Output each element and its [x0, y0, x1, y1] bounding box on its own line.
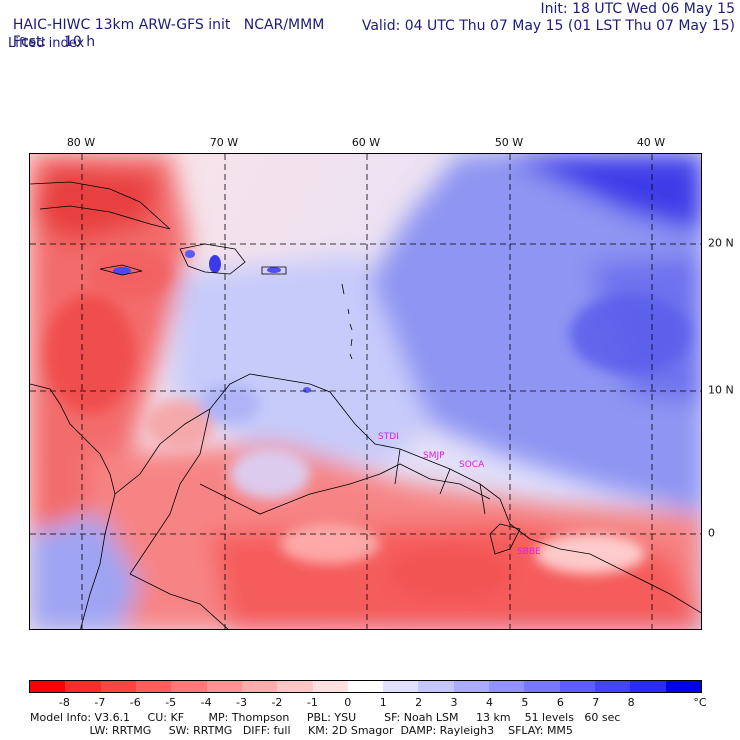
- colorbar-tick-label: 2: [415, 696, 423, 709]
- colorbar-tick-label: 1: [379, 696, 387, 709]
- station-soca: SOCA: [459, 460, 485, 470]
- colorbar: [29, 680, 702, 693]
- colorbar-swatch: [241, 681, 278, 692]
- blob-1: [45, 294, 135, 414]
- lon-label-60w: 60 W: [351, 136, 381, 149]
- station-smjp: SMJP: [423, 451, 445, 461]
- forecast-hour: Fcst: 10 h: [4, 18, 95, 50]
- colorbar-unit: °C: [693, 696, 707, 709]
- colorbar-tick-label: 8: [627, 696, 635, 709]
- coast-south-america-west: [80, 533, 106, 629]
- blob-3: [230, 449, 310, 499]
- coastlines: [30, 181, 701, 629]
- coast-jamaica: [99, 264, 143, 276]
- colorbar-tick-label: 6: [556, 696, 564, 709]
- spot-venezuela: [303, 387, 311, 393]
- fcst-label: Fcst:: [12, 34, 47, 50]
- colorbar-swatch: [135, 681, 172, 692]
- coast-lesser-antilles: [341, 283, 353, 360]
- border-venezuela-colombia: [129, 408, 211, 575]
- colorbar-tick-label: 5: [521, 696, 529, 709]
- colorbar-swatch: [524, 681, 560, 692]
- blob-4: [280, 524, 380, 564]
- colorbar-tick-label: 0: [344, 696, 352, 709]
- spot-puerto-rico: [267, 267, 281, 273]
- field-name: Lifted index: [8, 36, 85, 51]
- colorbar-swatch: [453, 681, 490, 692]
- lon-label-80w: 80 W: [66, 136, 96, 149]
- blob-5: [390, 549, 510, 599]
- latlon-grid: [30, 154, 701, 629]
- lat-label-0: 0: [708, 526, 715, 540]
- model-info-line1: Model Info: V3.6.1 CU: KF MP: Thompson P…: [30, 711, 621, 724]
- model-title: HAIC-HIWC 13km ARW-GFS init NCAR/MMM: [4, 1, 324, 33]
- spot-hispaniola-1: [209, 255, 221, 273]
- coast-central-america: [30, 383, 116, 535]
- colorbar-swatch: [595, 681, 631, 692]
- lat-label-10n: 10 N: [708, 383, 734, 397]
- blob-2: [145, 399, 215, 449]
- colorbar-swatch: [489, 681, 525, 692]
- init-time: Init: 18 UTC Wed 06 May 15: [540, 1, 735, 17]
- colorbar-tick-label: -6: [129, 696, 141, 709]
- colorbar-swatch: [171, 681, 207, 692]
- blob-9: [90, 249, 170, 299]
- model-name: HAIC-HIWC 13km ARW-GFS init: [12, 17, 231, 33]
- colorbar-tick-label: -1: [306, 696, 318, 709]
- fcst-value: 10 h: [63, 34, 96, 50]
- spot-jamaica: [113, 267, 131, 275]
- lon-label-40w: 40 W: [636, 136, 666, 149]
- coast-cuba: [30, 181, 171, 230]
- colorbar-swatch: [383, 681, 419, 692]
- station-sbbe: SBBE: [517, 547, 541, 557]
- border-guianas: [394, 448, 486, 515]
- model-info-line2: LW: RRTMG SW: RRTMG DIFF: full KM: 2D Sm…: [30, 724, 573, 737]
- border-brazil-north: [199, 463, 491, 515]
- colorbar-swatch: [206, 681, 242, 692]
- colorbar-tick-label: 4: [485, 696, 493, 709]
- spot-hispaniola-2: [185, 250, 195, 258]
- colorbar-tick-label: -7: [94, 696, 106, 709]
- colorbar-swatch: [30, 681, 66, 692]
- org-name: NCAR/MMM: [243, 17, 325, 33]
- colorbar-tick-label: -5: [165, 696, 177, 709]
- colorbar-swatch: [65, 681, 101, 692]
- colorbar-tick-label: -8: [58, 696, 70, 709]
- colorbar-tick-label: 3: [450, 696, 458, 709]
- coast-hispaniola: [179, 243, 246, 275]
- colorbar-swatch: [630, 681, 666, 692]
- lon-label-50w: 50 W: [494, 136, 524, 149]
- stable-core-northeast: [500, 154, 701, 234]
- unstable-core-cuba: [30, 164, 160, 244]
- colorbar-swatch: [347, 681, 384, 692]
- colorbar-swatch: [100, 681, 136, 692]
- coast-brazil-northeast: [529, 538, 701, 614]
- lat-label-20n: 20 N: [708, 236, 734, 250]
- blob-8: [200, 384, 260, 424]
- coast-amazon-mouth: [489, 523, 521, 555]
- map-panel: [29, 153, 702, 630]
- blob-7: [570, 294, 690, 374]
- colorbar-tick-label: 7: [592, 696, 600, 709]
- stability-detail: [45, 249, 690, 599]
- lifted-index-map: [30, 154, 701, 629]
- lon-label-70w: 70 W: [209, 136, 239, 149]
- colorbar-swatch: [665, 681, 701, 692]
- colorbar-tick-label: -4: [200, 696, 212, 709]
- stable-region-andes: [30, 514, 140, 629]
- colorbar-swatch: [312, 681, 348, 692]
- valid-time: Valid: 04 UTC Thu 07 May 15 (01 LST Thu …: [361, 18, 735, 34]
- colorbar-tick-label: -3: [236, 696, 247, 709]
- border-peru-brazil: [129, 573, 229, 629]
- colorbar-swatch: [418, 681, 454, 692]
- coast-puerto-rico: [261, 266, 287, 275]
- colorbar-swatch: [559, 681, 595, 692]
- colorbar-swatch: [277, 681, 313, 692]
- station-stdi: STDI: [378, 432, 399, 442]
- colorbar-tick-label: -2: [271, 696, 283, 709]
